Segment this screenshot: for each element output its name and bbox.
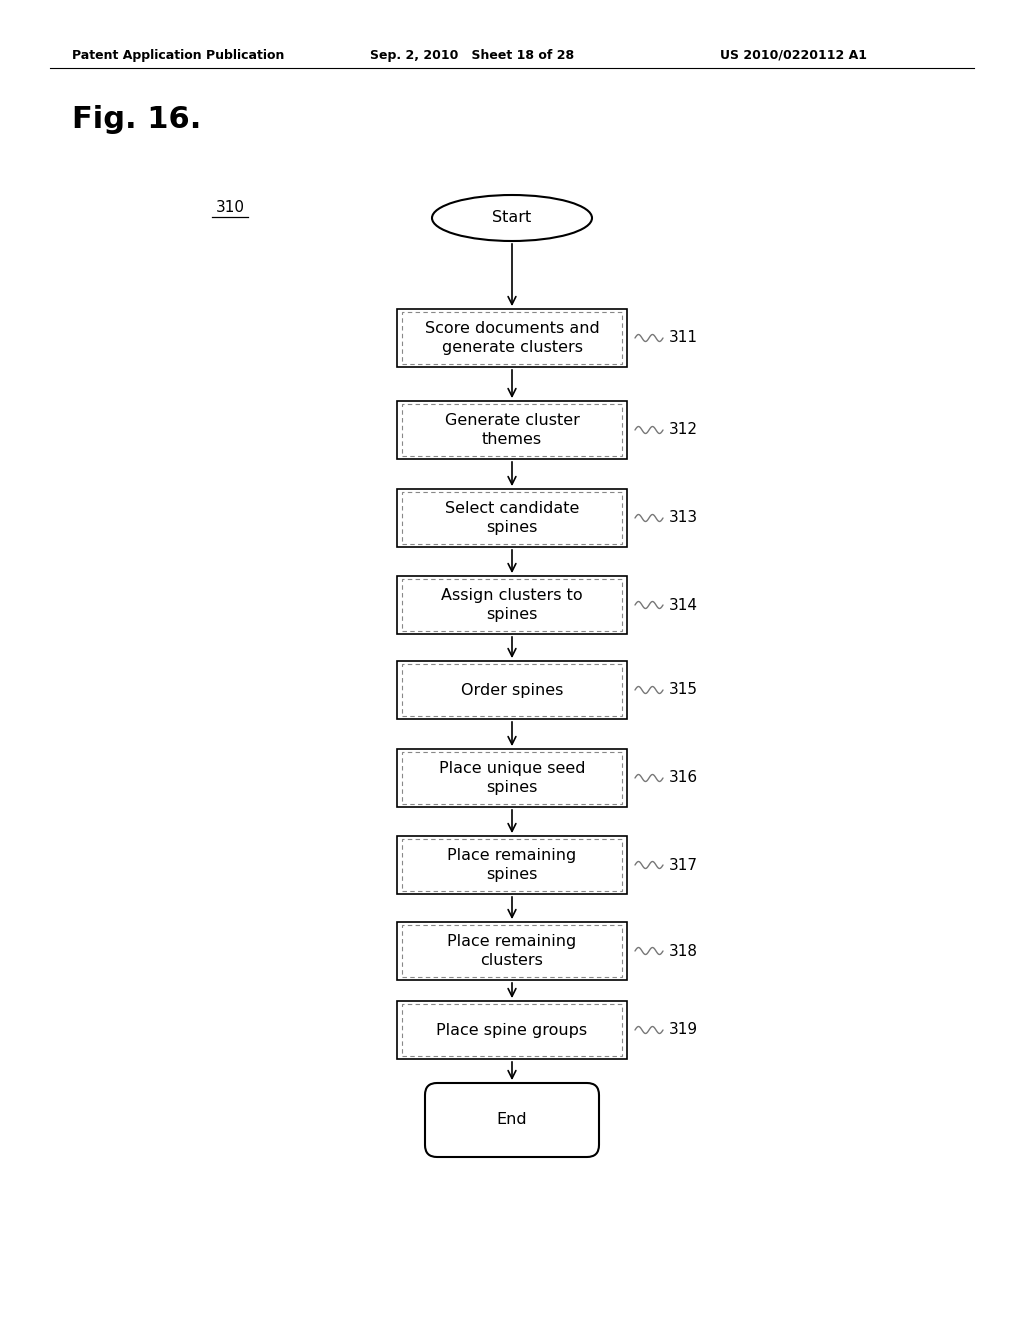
Text: End: End	[497, 1113, 527, 1127]
Text: Select candidate
spines: Select candidate spines	[444, 500, 580, 536]
Bar	[397, 488, 627, 546]
Text: Patent Application Publication: Patent Application Publication	[72, 49, 285, 62]
Text: Place remaining
clusters: Place remaining clusters	[447, 933, 577, 969]
Text: 317: 317	[669, 858, 698, 873]
Bar	[402, 579, 622, 631]
Bar	[397, 576, 627, 634]
Text: Generate cluster
themes: Generate cluster themes	[444, 413, 580, 447]
Text: Sep. 2, 2010   Sheet 18 of 28: Sep. 2, 2010 Sheet 18 of 28	[370, 49, 574, 62]
Bar	[397, 401, 627, 459]
Text: Assign clusters to
spines: Assign clusters to spines	[441, 587, 583, 623]
Bar	[402, 925, 622, 977]
Bar	[402, 312, 622, 364]
Bar	[397, 661, 627, 719]
Text: 319: 319	[669, 1023, 698, 1038]
Bar	[397, 836, 627, 894]
Text: 312: 312	[669, 422, 698, 437]
Bar	[397, 309, 627, 367]
Text: 311: 311	[669, 330, 698, 346]
Bar	[397, 921, 627, 979]
Text: Place remaining
spines: Place remaining spines	[447, 847, 577, 882]
Text: Place unique seed
spines: Place unique seed spines	[438, 760, 586, 796]
Text: 316: 316	[669, 771, 698, 785]
Bar	[402, 404, 622, 455]
Bar	[397, 1001, 627, 1059]
Text: Start: Start	[493, 210, 531, 226]
FancyBboxPatch shape	[425, 1082, 599, 1158]
Bar	[402, 1005, 622, 1056]
Text: 318: 318	[669, 944, 698, 958]
Text: 313: 313	[669, 511, 698, 525]
Text: 310: 310	[215, 201, 245, 215]
Bar	[402, 840, 622, 891]
Bar	[402, 664, 622, 715]
Bar	[397, 748, 627, 807]
Text: US 2010/0220112 A1: US 2010/0220112 A1	[720, 49, 867, 62]
Text: 315: 315	[669, 682, 698, 697]
Text: 314: 314	[669, 598, 698, 612]
Text: Fig. 16.: Fig. 16.	[72, 106, 202, 135]
Text: Place spine groups: Place spine groups	[436, 1023, 588, 1038]
Bar	[402, 752, 622, 804]
Ellipse shape	[432, 195, 592, 242]
Bar	[402, 492, 622, 544]
Text: Score documents and
generate clusters: Score documents and generate clusters	[425, 321, 599, 355]
Text: Order spines: Order spines	[461, 682, 563, 697]
